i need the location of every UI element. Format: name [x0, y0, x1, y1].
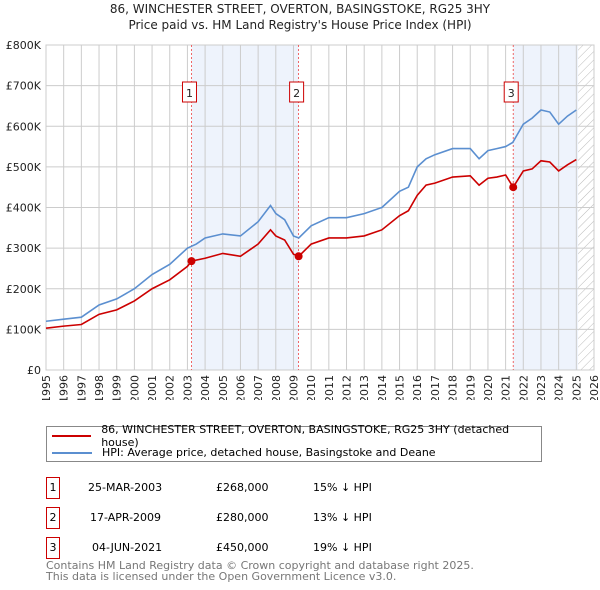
- x-tick-label: 2020: [482, 375, 495, 400]
- y-tick-label: £0: [27, 364, 41, 377]
- sale-label: 3: [508, 87, 515, 100]
- x-tick-label: 2022: [517, 375, 530, 400]
- x-tick-label: 2003: [181, 375, 194, 400]
- sale-label: 2: [293, 87, 300, 100]
- sale-hpi-diff: 15% ↓ HPI: [313, 481, 372, 494]
- sale-price: £450,000: [216, 541, 269, 554]
- x-tick-label: 2008: [270, 375, 283, 400]
- sale-row: 1 25-MAR-2003 £268,000 15% ↓ HPI: [46, 477, 446, 499]
- sale-number: 1: [46, 477, 60, 499]
- x-tick-label: 2015: [394, 375, 407, 400]
- x-tick-label: 2009: [287, 375, 300, 400]
- x-tick-label: 2005: [217, 375, 230, 400]
- sale-hpi-diff: 13% ↓ HPI: [313, 511, 372, 524]
- x-tick-label: 2006: [234, 375, 247, 400]
- x-tick-label: 1995: [40, 375, 53, 400]
- sale-label-box: [181, 81, 197, 103]
- x-tick-label: 2024: [553, 375, 566, 400]
- footer-line: This data is licensed under the Open Gov…: [46, 570, 397, 583]
- legend-swatch-price: [52, 434, 92, 437]
- y-tick-label: £700K: [6, 80, 42, 93]
- x-tick-label: 1999: [111, 375, 124, 400]
- sale-hpi-diff: 19% ↓ HPI: [313, 541, 372, 554]
- x-tick-label: 2007: [252, 375, 265, 400]
- y-tick-label: £100K: [6, 323, 42, 336]
- sale-label-box: [503, 81, 519, 103]
- sale-point: [509, 183, 518, 192]
- y-tick-label: £600K: [6, 120, 42, 133]
- y-tick-label: £500K: [6, 161, 42, 174]
- sale-price: £268,000: [216, 481, 269, 494]
- footer-line: Contains HM Land Registry data © Crown c…: [46, 559, 474, 572]
- x-tick-label: 2016: [411, 375, 424, 400]
- legend: 86, WINCHESTER STREET, OVERTON, BASINGST…: [46, 422, 542, 462]
- x-tick-label: 2012: [341, 375, 354, 400]
- sale-number: 3: [46, 537, 60, 559]
- x-tick-label: 2026: [588, 375, 600, 400]
- x-tick-label: 2025: [570, 375, 583, 400]
- x-tick-label: 2004: [199, 375, 212, 400]
- price-chart: 1995 1996 1997 1998 1999 2000 2001 2002 2003 2004…: [6, 39, 600, 400]
- x-tick-label: 2011: [323, 375, 336, 400]
- x-tick-label: 2001: [146, 375, 159, 400]
- x-tick-label: 2014: [376, 375, 389, 400]
- sale-date: 25-MAR-2003: [88, 481, 163, 494]
- sale-point: [294, 252, 303, 261]
- y-tick-label: £800K: [6, 39, 42, 52]
- x-tick-label: 2018: [447, 375, 460, 400]
- x-tick-label: 1998: [93, 375, 106, 400]
- sale-row: 3 04-JUN-2021 £450,000 19% ↓ HPI: [46, 537, 446, 559]
- chart-subtitle: Price paid vs. HM Land Registry's House …: [128, 18, 472, 32]
- sale-point: [187, 257, 196, 266]
- x-tick-label: 2000: [128, 375, 141, 400]
- chart-title: 86, WINCHESTER STREET, OVERTON, BASINGST…: [109, 2, 491, 16]
- sale-date: 04-JUN-2021: [92, 541, 163, 554]
- x-tick-label: 1997: [75, 375, 88, 400]
- x-tick-label: 2002: [164, 375, 177, 400]
- x-tick-label: 2023: [535, 375, 548, 400]
- sale-price: £280,000: [216, 511, 269, 524]
- sale-label: 1: [186, 87, 193, 100]
- legend-swatch-hpi: [52, 451, 92, 454]
- sale-label-box: [289, 81, 305, 103]
- plot-border: [45, 44, 595, 371]
- hpi-line: [45, 109, 577, 323]
- x-tick-label: 2013: [358, 375, 371, 400]
- legend-label-hpi: HPI: Average price, detached house, Basi…: [102, 446, 436, 459]
- y-tick-label: £300K: [6, 242, 42, 255]
- y-tick-label: £400K: [6, 202, 42, 215]
- x-tick-label: 1996: [58, 375, 71, 400]
- sale-date: 17-APR-2009: [90, 511, 162, 524]
- x-tick-label: 2021: [500, 375, 513, 400]
- footer: Contains HM Land Registry data © Crown c…: [46, 560, 474, 582]
- sale-number: 2: [46, 507, 60, 529]
- legend-label-price: 86, WINCHESTER STREET, OVERTON, BASINGST…: [101, 422, 510, 449]
- x-tick-label: 2019: [464, 375, 477, 400]
- y-tick-label: £200K: [6, 283, 42, 296]
- x-tick-label: 2010: [305, 375, 318, 400]
- x-tick-label: 2017: [429, 375, 442, 400]
- sale-row: 2 17-APR-2009 £280,000 13% ↓ HPI: [46, 507, 446, 529]
